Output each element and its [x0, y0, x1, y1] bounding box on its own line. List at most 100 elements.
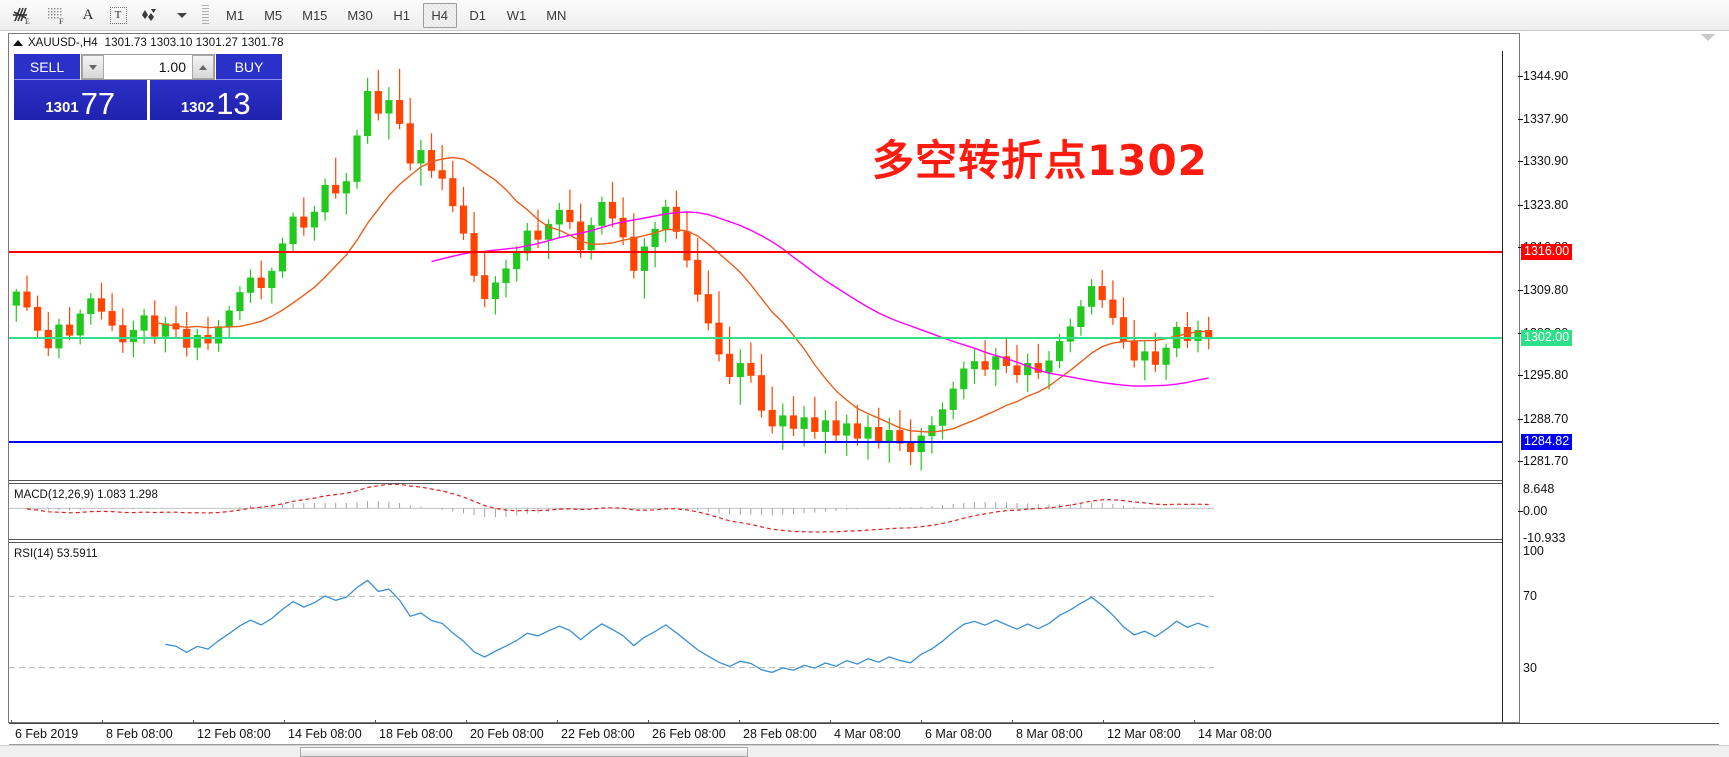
- price-tick-mark: [1518, 204, 1523, 206]
- timeframe-m1[interactable]: M1: [226, 7, 245, 23]
- price-tick-mark: [1518, 461, 1523, 463]
- grid-dots-icon[interactable]: F: [40, 2, 72, 29]
- time-tick-label: 8 Mar 08:00: [1016, 727, 1083, 741]
- timeframe-m15[interactable]: M15: [302, 7, 328, 23]
- time-tick-label: 4 Mar 08:00: [834, 727, 901, 741]
- time-tick-label: 20 Feb 08:00: [470, 727, 544, 741]
- timeframe-mn[interactable]: MN: [546, 7, 567, 23]
- time-tick-label: 26 Feb 08:00: [652, 727, 726, 741]
- macd-tick-label: 8.648: [1523, 482, 1555, 496]
- time-tick-mark: [830, 720, 831, 724]
- timeframe-h4[interactable]: H4: [422, 2, 457, 28]
- timeframe-m5[interactable]: M5: [264, 7, 283, 23]
- scrollbar-thumb[interactable]: [300, 747, 748, 757]
- time-tick-mark: [739, 720, 740, 724]
- rsi-tick-label: 70: [1523, 589, 1537, 603]
- time-tick-label: 6 Feb 2019: [15, 727, 79, 741]
- price-pane[interactable]: [9, 51, 1502, 481]
- svg-text:F: F: [59, 17, 64, 25]
- collapse-triangle-icon[interactable]: [13, 39, 23, 46]
- sell-price-major: 1301: [45, 99, 79, 116]
- time-tick-label: 6 Mar 08:00: [925, 727, 992, 741]
- objects-icon[interactable]: [134, 2, 164, 29]
- price-scale-labels: 1344.901337.901330.901323.801316.801309.…: [1518, 34, 1729, 722]
- sell-price-box[interactable]: 1301 77: [14, 80, 147, 120]
- price-tick-mark: [1518, 290, 1523, 292]
- buy-button[interactable]: BUY: [216, 54, 282, 80]
- price-tick-mark: [1518, 118, 1523, 120]
- price-scale-axis[interactable]: [1502, 34, 1520, 722]
- price-tick-mark: [1518, 247, 1523, 249]
- rsi-indicator-label: RSI(14) 53.5911: [14, 548, 98, 560]
- symbol-info-bar: XAUUSD-,H4 1301.73 1303.10 1301.27 1301.…: [9, 34, 1519, 51]
- pivot-price-badge[interactable]: 1302.00: [1521, 329, 1573, 346]
- macd-tick-label: -10.933: [1523, 531, 1566, 545]
- toolbar-separator: [201, 4, 210, 26]
- price-tick-label: 1288.70: [1518, 412, 1568, 426]
- volume-decrease-button[interactable]: [82, 55, 104, 79]
- price-tick-label: 1330.90: [1518, 154, 1568, 168]
- time-tick-mark: [1103, 720, 1104, 724]
- chevron-down-icon: [89, 64, 97, 70]
- candlestick-plot: [12, 68, 1213, 471]
- svg-text:E: E: [25, 17, 30, 25]
- objects-dropdown-arrow[interactable]: [166, 2, 194, 29]
- time-tick-mark: [648, 720, 649, 724]
- rsi-plot: [9, 579, 1214, 674]
- time-tick-mark: [921, 720, 922, 724]
- resistance-price-badge[interactable]: 1316.00: [1521, 244, 1573, 261]
- time-tick-mark: [1012, 720, 1013, 724]
- chevron-down-icon: [176, 12, 187, 18]
- timeframe-m30[interactable]: M30: [347, 7, 373, 23]
- buy-price-major: 1302: [180, 99, 215, 116]
- support-level-line[interactable]: [9, 441, 1502, 444]
- price-tick-mark: [1518, 418, 1523, 420]
- indicators-icon[interactable]: E: [6, 2, 38, 29]
- chart-annotation-text[interactable]: 多空转折点1302: [872, 136, 1208, 185]
- time-tick-mark: [11, 720, 12, 724]
- volume-input[interactable]: 1.00: [104, 55, 192, 79]
- time-scale-axis[interactable]: 6 Feb 2019 8 Feb 08:00 12 Feb 08:00 14 Feb …: [9, 720, 1719, 745]
- time-tick-mark: [284, 720, 285, 724]
- text-box-icon[interactable]: T: [104, 2, 132, 29]
- horizontal-scrollbar[interactable]: [0, 745, 1729, 757]
- time-tick-mark: [193, 720, 194, 724]
- time-tick-label: 14 Feb 08:00: [288, 727, 362, 741]
- time-tick-mark: [1194, 720, 1195, 724]
- text-box-glyph: T: [109, 6, 127, 24]
- price-tick-mark: [1518, 76, 1523, 77]
- price-tick-label: 1323.80: [1518, 198, 1568, 212]
- rsi-pane[interactable]: [9, 542, 1502, 722]
- timeframe-d1[interactable]: D1: [469, 7, 487, 23]
- price-tick-label: 1337.90: [1518, 112, 1568, 126]
- volume-stepper[interactable]: 1.00: [81, 54, 215, 80]
- resistance-level-line[interactable]: [9, 251, 1502, 254]
- time-tick-label: 22 Feb 08:00: [561, 727, 635, 741]
- window-collapse-icon[interactable]: [1701, 34, 1715, 41]
- time-tick-label: 12 Mar 08:00: [1107, 727, 1181, 741]
- price-tick-mark: [1518, 375, 1523, 377]
- price-tick-mark: [1518, 161, 1523, 163]
- rsi-tick-label: 100: [1523, 544, 1544, 558]
- price-tick-label: 1295.80: [1518, 368, 1568, 382]
- one-click-trading-panel[interactable]: SELL 1.00 BUY 1301 77 1302 13: [14, 54, 282, 120]
- text-label-icon[interactable]: A: [82, 6, 94, 23]
- price-tick-label: 1281.70: [1518, 454, 1568, 468]
- rsi-tick-label: 30: [1523, 661, 1537, 675]
- sell-button[interactable]: SELL: [14, 54, 80, 80]
- time-tick-mark: [466, 720, 467, 724]
- trade-panel-header: SELL 1.00 BUY: [14, 54, 282, 80]
- support-price-badge[interactable]: 1284.82: [1521, 434, 1573, 451]
- sell-price-minor: 77: [80, 86, 116, 121]
- pivot-level-line[interactable]: [9, 336, 1502, 339]
- buy-price-box[interactable]: 1302 13: [149, 80, 282, 121]
- buy-price-minor: 13: [216, 86, 251, 121]
- trade-panel-prices: 1301 77 1302 13: [14, 80, 282, 120]
- timeframe-w1[interactable]: W1: [506, 7, 527, 23]
- time-tick-mark: [102, 720, 103, 724]
- timeframe-h1[interactable]: H1: [393, 7, 411, 23]
- macd-pane[interactable]: [9, 483, 1502, 540]
- time-tick-label: 28 Feb 08:00: [743, 727, 817, 741]
- time-tick-label: 14 Mar 08:00: [1198, 727, 1272, 741]
- volume-increase-button[interactable]: [192, 55, 214, 79]
